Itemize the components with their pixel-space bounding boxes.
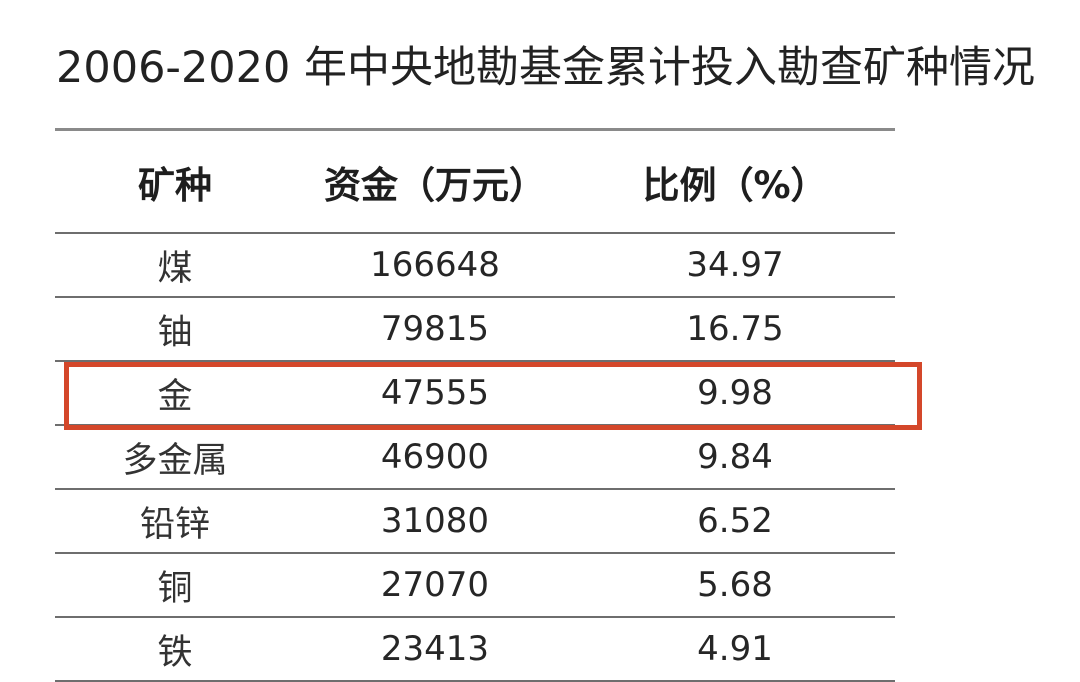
header-funding: 资金（万元）	[324, 163, 546, 207]
ratio-cell: 9.84	[697, 437, 773, 477]
ratio-cell: 16.75	[686, 309, 784, 349]
table-header-row: 矿种 资金（万元） 比例（%）	[55, 131, 895, 234]
header-ratio: 比例（%）	[642, 163, 828, 207]
funding-cell: 27070	[380, 565, 490, 605]
page-title: 2006-2020 年中央地勘基金累计投入勘查矿种情况	[56, 43, 1036, 93]
mineral-cell: 铅锌	[139, 504, 210, 545]
mineral-cell: 铀	[157, 312, 193, 353]
ratio-cell: 4.91	[697, 629, 773, 669]
table-row: 铜 27070 5.68	[55, 554, 895, 618]
ratio-cell: 6.52	[697, 501, 773, 541]
ratio-cell: 5.68	[697, 565, 773, 605]
mineral-cell: 金	[157, 376, 193, 417]
ratio-cell: 9.98	[697, 373, 773, 413]
mineral-funding-table: 矿种 资金（万元） 比例（%） 煤 166648 34.97 铀 79815 1…	[55, 128, 895, 682]
mineral-cell: 铜	[157, 568, 193, 609]
table-row: 铀 79815 16.75	[55, 298, 895, 362]
table-row: 煤 166648 34.97	[55, 234, 895, 298]
funding-cell: 166648	[370, 245, 500, 285]
funding-cell: 79815	[380, 309, 490, 349]
table-row: 铁 23413 4.91	[55, 618, 895, 682]
table-row: 铅锌 31080 6.52	[55, 490, 895, 554]
funding-cell: 46900	[380, 437, 490, 477]
funding-cell: 47555	[380, 373, 490, 413]
table-row: 多金属 46900 9.84	[55, 426, 895, 490]
header-mineral: 矿种	[138, 163, 212, 207]
funding-cell: 23413	[380, 629, 490, 669]
funding-cell: 31080	[380, 501, 490, 541]
gold-row-highlight-box	[64, 362, 922, 430]
table-top-rule	[55, 128, 895, 131]
mineral-cell: 煤	[157, 248, 193, 289]
ratio-cell: 34.97	[686, 245, 784, 285]
mineral-cell: 多金属	[122, 440, 228, 481]
mineral-cell: 铁	[157, 632, 193, 673]
